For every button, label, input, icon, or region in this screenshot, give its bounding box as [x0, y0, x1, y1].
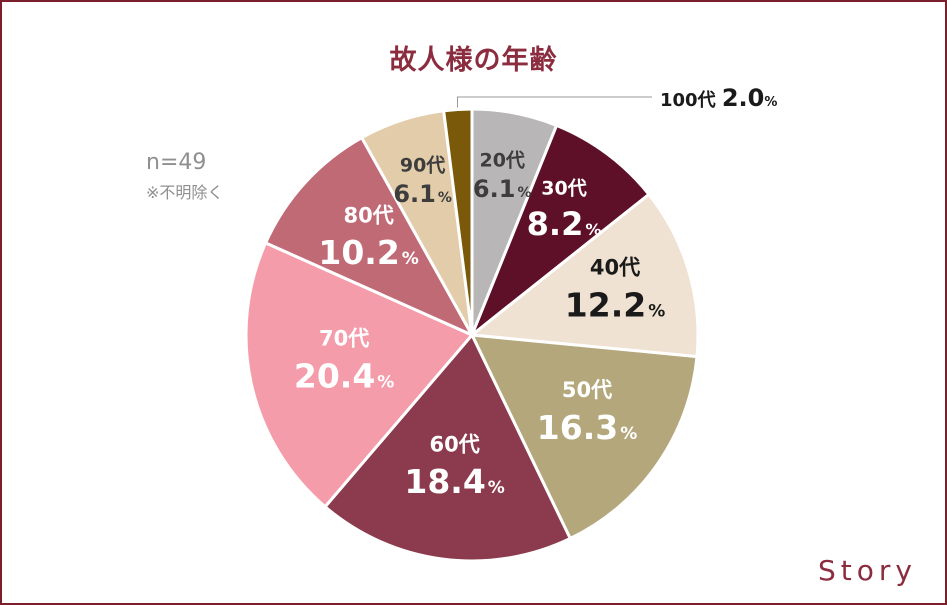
slice-label-80代: 80代 — [343, 203, 393, 227]
slice-label-30代: 30代 — [541, 177, 586, 199]
pie-slice-70代 — [244, 240, 475, 509]
slice-value-number: 10.2 — [318, 233, 399, 272]
pie-labels: 20代 6.1% 30代 8.2 % 40代 12.2 % 50代 16.3 % 60代 18.4 % 70… — [294, 84, 778, 501]
brand-logo: Story — [818, 554, 917, 587]
slice-value-percent: % — [438, 190, 452, 206]
slice-value-percent: % — [377, 373, 394, 393]
exclusion-note: ※不明除く — [146, 183, 224, 202]
slice-value-percent: % — [402, 249, 419, 269]
pie-slice-100代 — [441, 107, 474, 336]
slice-label-90代: 90代 — [400, 155, 445, 177]
slice-label-60代: 60代 — [429, 432, 479, 456]
slice-value-70代: 20.4% — [294, 357, 394, 396]
slice-value-percent: % — [620, 424, 637, 444]
slice-value-number: 6.1 — [393, 180, 436, 208]
sample-note: n=49 ※不明除く — [146, 150, 223, 203]
slice-label-50代: 50代 — [562, 378, 612, 402]
slice-value-percent: % — [648, 301, 665, 321]
chart-title: 故人様の年齢 — [389, 45, 558, 76]
pie-slice-50代 — [469, 333, 699, 541]
slice-value-20代: 6.1% — [473, 175, 532, 203]
callout-age: 100代 — [660, 90, 722, 111]
slice-value-50代: 16.3% — [537, 408, 637, 447]
slice-value-number: 6.1 — [473, 175, 516, 203]
callout-value: 2.0 — [722, 84, 765, 112]
slice-label-40代: 40代 — [590, 256, 640, 280]
slice-value-number: 20.4 — [294, 357, 375, 396]
sample-size: n=49 — [146, 150, 207, 175]
pie-slice-60代 — [322, 332, 573, 563]
slice-value-30代: 8.2% — [527, 205, 602, 243]
callout-percent: % — [764, 95, 777, 110]
pie-slice-30代 — [468, 123, 652, 340]
pie-slices — [244, 107, 700, 563]
slice-value-percent: % — [585, 220, 601, 239]
callout-line — [457, 96, 652, 108]
pie-slice-40代 — [468, 192, 700, 359]
slice-value-80代: 10.2% — [318, 233, 418, 272]
slice-value-percent: % — [517, 185, 531, 201]
slice-value-90代: 6.1% — [393, 180, 452, 208]
slice-value-number: 12.2 — [565, 285, 646, 324]
slice-label-20代: 20代 — [479, 150, 524, 172]
slice-value-number: 16.3 — [537, 408, 618, 447]
slice-value-percent: % — [488, 478, 505, 498]
pie-slice-80代 — [263, 135, 476, 339]
slice-value-60代: 18.4% — [404, 462, 504, 501]
slice-value-number: 18.4 — [404, 462, 485, 501]
slice-value-40代: 12.2% — [565, 285, 665, 324]
slice-label-70代: 70代 — [319, 327, 369, 351]
slice-value-number: 8.2 — [527, 205, 584, 243]
callout-label: 100代 2.0% — [660, 84, 777, 112]
